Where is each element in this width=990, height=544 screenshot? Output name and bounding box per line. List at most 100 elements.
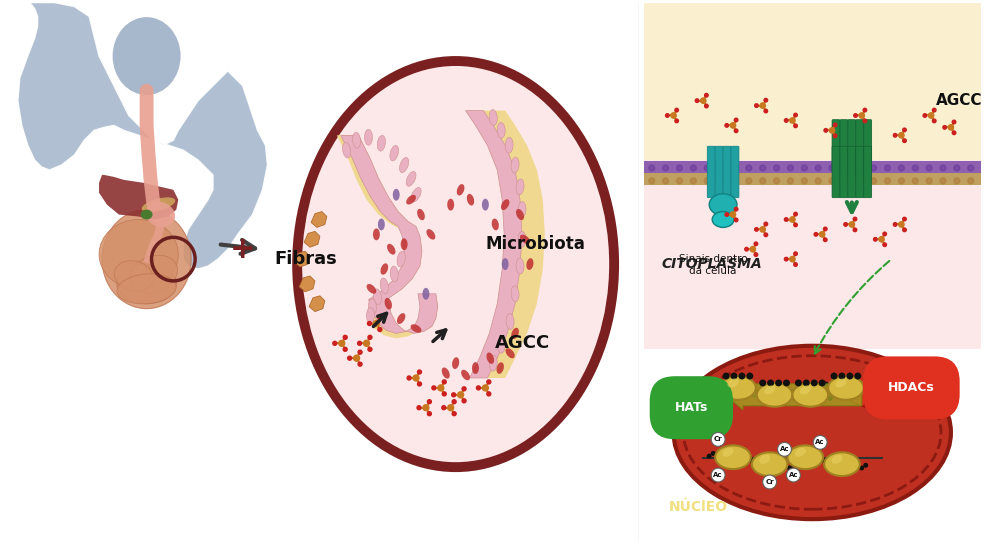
Circle shape [751, 459, 756, 463]
Circle shape [725, 123, 729, 127]
Circle shape [800, 396, 805, 401]
Ellipse shape [373, 289, 381, 305]
Circle shape [823, 459, 828, 463]
Ellipse shape [492, 219, 499, 230]
Ellipse shape [117, 274, 176, 304]
Circle shape [732, 165, 738, 171]
Circle shape [883, 243, 886, 246]
Circle shape [432, 386, 436, 390]
FancyBboxPatch shape [847, 120, 855, 171]
Ellipse shape [366, 308, 374, 324]
Circle shape [705, 104, 708, 108]
Circle shape [725, 213, 729, 217]
Ellipse shape [506, 313, 514, 330]
Circle shape [358, 350, 362, 354]
Circle shape [856, 165, 862, 171]
FancyBboxPatch shape [855, 146, 863, 197]
Ellipse shape [502, 258, 509, 270]
FancyBboxPatch shape [644, 160, 981, 349]
Circle shape [927, 165, 933, 171]
Circle shape [767, 380, 774, 386]
Ellipse shape [393, 189, 400, 201]
Circle shape [690, 178, 696, 184]
Circle shape [851, 461, 856, 466]
Circle shape [801, 165, 807, 171]
Circle shape [671, 113, 676, 118]
Circle shape [711, 451, 716, 456]
Circle shape [855, 385, 860, 390]
Circle shape [899, 222, 904, 227]
Ellipse shape [751, 452, 787, 476]
Circle shape [773, 178, 779, 184]
Circle shape [727, 458, 732, 463]
Circle shape [790, 256, 795, 262]
Circle shape [903, 228, 906, 232]
Circle shape [715, 452, 720, 457]
Circle shape [648, 178, 654, 184]
Circle shape [731, 123, 736, 128]
FancyBboxPatch shape [644, 161, 981, 173]
Polygon shape [465, 110, 522, 378]
Ellipse shape [828, 376, 863, 400]
Circle shape [795, 380, 802, 386]
Circle shape [750, 246, 755, 252]
Circle shape [794, 252, 797, 256]
Ellipse shape [302, 66, 609, 462]
Circle shape [705, 94, 708, 97]
FancyBboxPatch shape [644, 172, 981, 185]
Circle shape [948, 125, 953, 130]
Circle shape [815, 454, 820, 459]
Ellipse shape [723, 448, 734, 457]
Circle shape [828, 382, 833, 387]
Circle shape [787, 178, 793, 184]
Ellipse shape [505, 137, 513, 153]
Ellipse shape [824, 452, 859, 476]
Circle shape [820, 458, 825, 463]
Ellipse shape [516, 209, 524, 220]
Ellipse shape [715, 446, 750, 469]
Circle shape [755, 462, 760, 467]
Circle shape [747, 458, 752, 463]
Circle shape [675, 108, 678, 112]
Circle shape [662, 178, 668, 184]
Ellipse shape [518, 202, 526, 218]
Ellipse shape [527, 258, 534, 270]
Circle shape [744, 248, 748, 251]
Ellipse shape [142, 197, 175, 212]
Circle shape [840, 462, 844, 467]
Circle shape [853, 228, 856, 232]
Text: AGCC: AGCC [937, 93, 982, 108]
Circle shape [763, 465, 768, 470]
Ellipse shape [836, 379, 846, 387]
Circle shape [442, 406, 446, 410]
Ellipse shape [292, 56, 619, 472]
Circle shape [790, 217, 795, 222]
Circle shape [829, 165, 835, 171]
Circle shape [940, 178, 946, 184]
Circle shape [735, 118, 738, 122]
Text: Cr: Cr [714, 436, 723, 442]
Circle shape [662, 165, 668, 171]
Circle shape [711, 468, 725, 482]
Circle shape [723, 373, 730, 380]
Ellipse shape [447, 199, 454, 211]
Circle shape [740, 382, 744, 387]
Ellipse shape [427, 229, 436, 239]
Ellipse shape [343, 143, 350, 158]
Circle shape [747, 385, 752, 390]
Circle shape [912, 178, 918, 184]
Text: Ac: Ac [816, 440, 825, 446]
Circle shape [759, 387, 764, 392]
Ellipse shape [146, 202, 175, 227]
Circle shape [447, 405, 453, 411]
Circle shape [711, 432, 725, 446]
Circle shape [811, 451, 816, 456]
Circle shape [760, 227, 765, 232]
Circle shape [815, 165, 821, 171]
Text: CITOPLASMA: CITOPLASMA [661, 257, 762, 271]
Circle shape [816, 461, 821, 466]
Circle shape [735, 207, 738, 211]
Circle shape [829, 178, 835, 184]
Circle shape [952, 131, 955, 134]
Circle shape [748, 391, 753, 396]
